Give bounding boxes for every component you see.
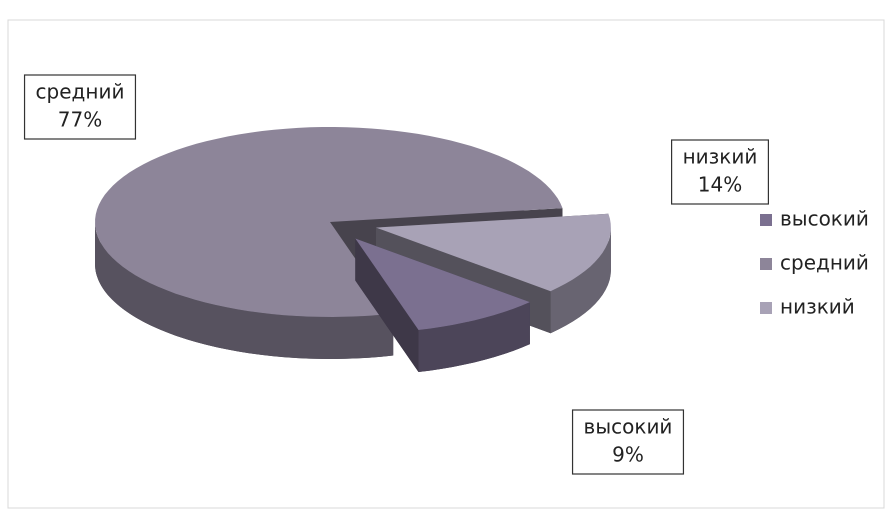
slice-side bbox=[95, 222, 394, 359]
slice-side bbox=[418, 302, 530, 372]
slice-top bbox=[95, 127, 563, 317]
data-label-value: 14% bbox=[698, 173, 742, 197]
data-label: высокий 9% bbox=[571, 409, 685, 475]
legend-swatch bbox=[760, 258, 772, 270]
data-label-value: 77% bbox=[58, 108, 102, 132]
data-label-name: средний bbox=[36, 80, 125, 104]
data-label-name: низкий bbox=[683, 145, 758, 169]
legend-label: низкий bbox=[780, 295, 855, 319]
legend-label: высокий bbox=[780, 207, 869, 231]
data-label-box bbox=[23, 74, 137, 140]
slice bbox=[355, 238, 530, 372]
slice bbox=[95, 127, 563, 359]
legend-label: средний bbox=[780, 251, 869, 275]
data-label-value: 9% bbox=[612, 443, 644, 467]
data-label-name: высокий bbox=[584, 415, 673, 439]
data-label: низкий 14% bbox=[671, 139, 769, 205]
data-label: средний 77% bbox=[23, 74, 137, 140]
slice-wall bbox=[355, 238, 419, 372]
data-label-box bbox=[571, 409, 685, 475]
slice-top bbox=[355, 238, 530, 330]
slice-side bbox=[550, 227, 611, 334]
data-label-box bbox=[671, 139, 769, 205]
legend-swatch bbox=[760, 214, 772, 226]
slice-top bbox=[376, 213, 611, 292]
legend-swatch bbox=[760, 302, 772, 314]
